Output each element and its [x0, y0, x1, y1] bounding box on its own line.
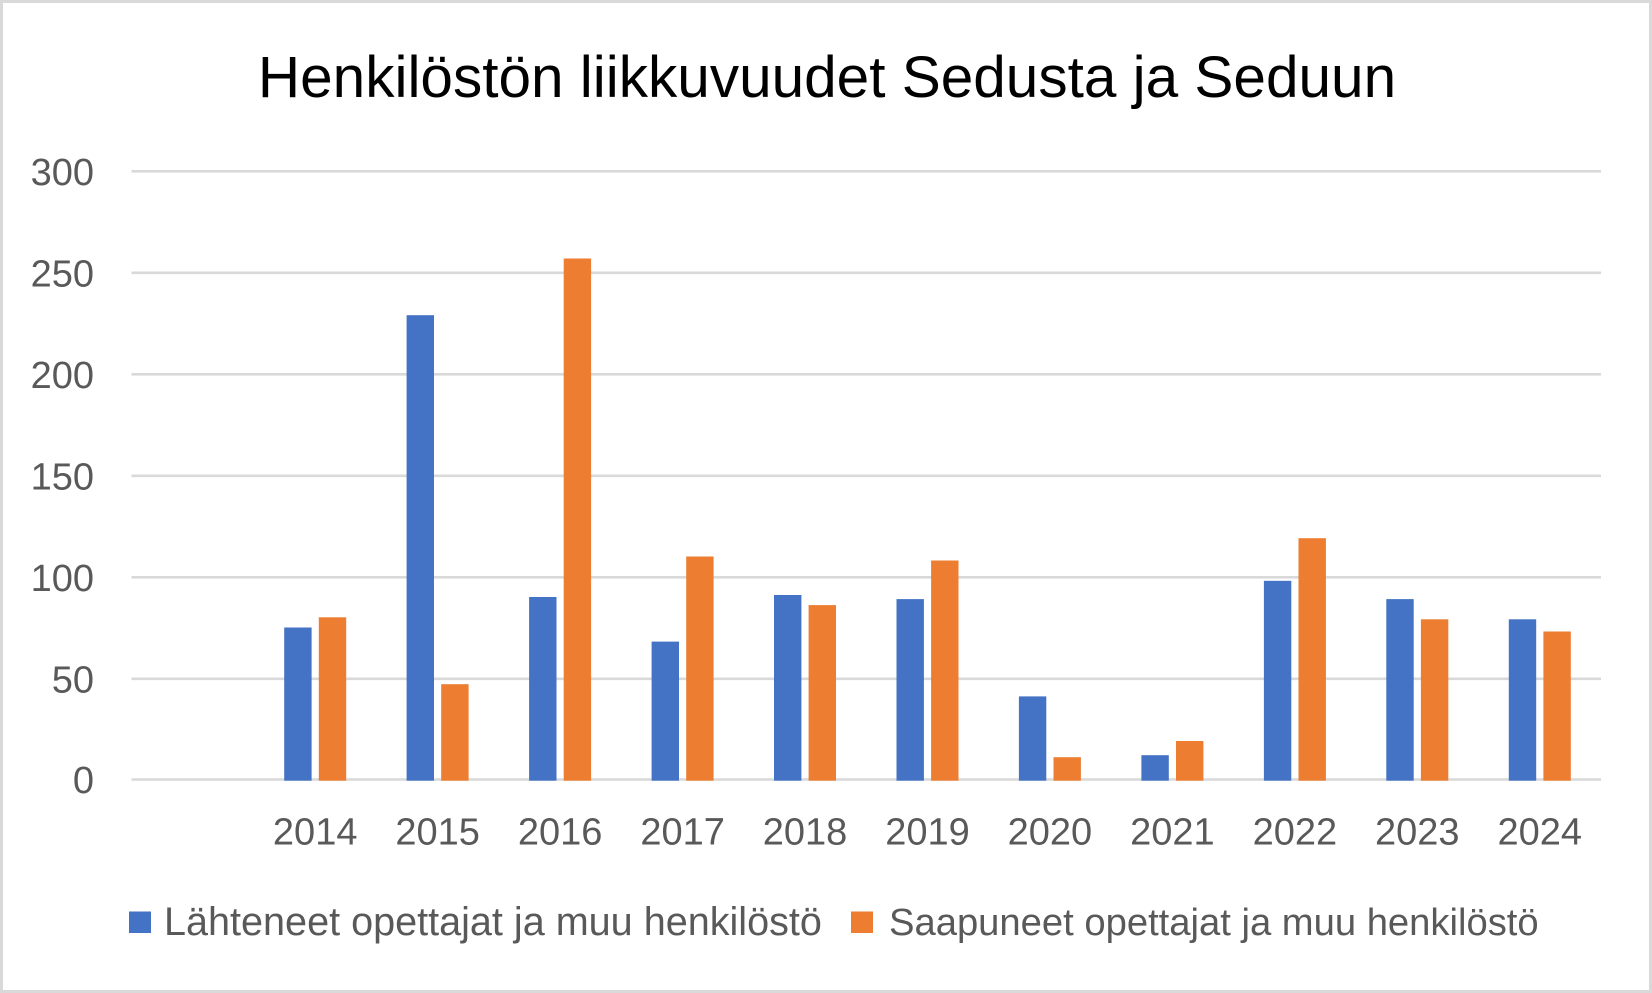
svg-text:2020: 2020	[1008, 812, 1093, 854]
svg-text:300: 300	[31, 152, 94, 194]
svg-text:Lähteneet opettajat ja muu hen: Lähteneet opettajat ja muu henkilöstö	[164, 900, 822, 944]
svg-text:200: 200	[31, 355, 94, 397]
svg-text:250: 250	[31, 253, 94, 295]
svg-text:0: 0	[73, 760, 94, 802]
svg-text:2015: 2015	[395, 812, 480, 854]
svg-text:2016: 2016	[518, 812, 603, 854]
svg-text:2019: 2019	[885, 812, 970, 854]
svg-text:Henkilöstön liikkuvuudet Sedus: Henkilöstön liikkuvuudet Sedusta ja Sedu…	[258, 45, 1396, 110]
svg-text:150: 150	[31, 456, 94, 498]
svg-text:2014: 2014	[273, 812, 358, 854]
svg-text:2021: 2021	[1130, 812, 1215, 854]
svg-text:2022: 2022	[1253, 812, 1338, 854]
svg-text:2024: 2024	[1498, 812, 1583, 854]
svg-text:50: 50	[52, 659, 94, 701]
svg-text:2018: 2018	[763, 812, 848, 854]
svg-text:2017: 2017	[640, 812, 725, 854]
svg-text:2023: 2023	[1375, 812, 1460, 854]
svg-text:100: 100	[31, 558, 94, 600]
svg-text:Saapuneet opettajat ja muu hen: Saapuneet opettajat ja muu henkilöstö	[889, 901, 1539, 944]
